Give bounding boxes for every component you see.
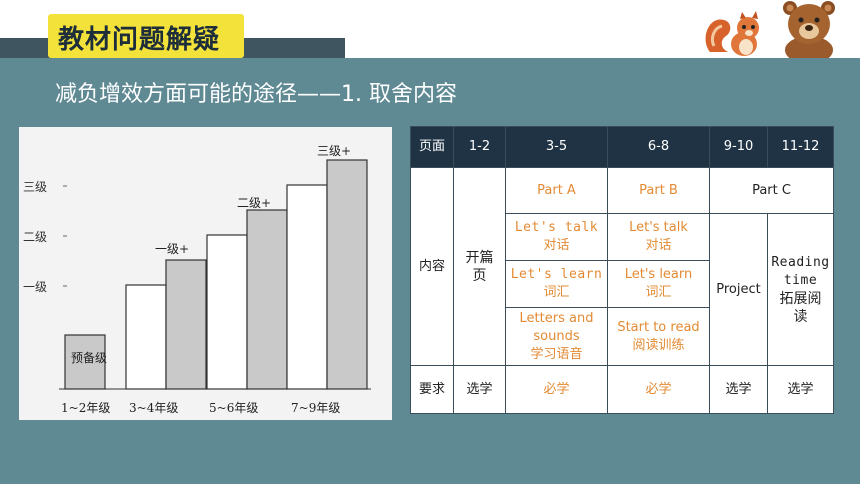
project-cell: Project: [709, 213, 768, 366]
x-category-label: 7~9年级: [291, 401, 340, 415]
row-label-requirement: 要求: [410, 365, 454, 414]
req-3-5: 必学: [505, 365, 608, 414]
header-9-10: 9-10: [709, 126, 768, 168]
table-row-learn: Let's learn 词汇 Let's learn 词汇: [411, 260, 834, 308]
b-talk-en: Let's talk: [629, 220, 688, 235]
level-chart: 三级二级一级预备级 一级+ 二级+ 三级+ 1~2年级 3~4年级 5~6年级 7~9年级: [19, 127, 392, 420]
b-read-en: Start to read: [617, 319, 700, 335]
reading-en: Reading time: [771, 254, 830, 288]
cover-page-text: 开篇页: [465, 249, 494, 284]
bar-level-label: 一级+: [155, 242, 189, 256]
bar-level-label: 预备级: [71, 351, 107, 365]
bar-level-label: 三级+: [317, 144, 351, 158]
a-learn-cell: Let's learn 词汇: [505, 260, 608, 308]
page-subtitle: 减负增效方面可能的途径——1. 取舍内容: [55, 82, 457, 107]
bar-level-label: 二级+: [237, 196, 271, 210]
b-talk-zh: 对话: [645, 238, 672, 253]
level-bar: [326, 159, 368, 390]
part-a-cell: Part A: [505, 167, 608, 214]
table-row-requirement: 要求 选学 必学 必学 选学 选学: [410, 365, 834, 414]
level-bar: [206, 234, 248, 390]
table-header-row: 页面 1-2 3-5 6-8 9-10 11-12: [410, 126, 834, 168]
header-3-5: 3-5: [505, 126, 608, 168]
req-6-8: 必学: [607, 365, 710, 414]
req-1-2: 选学: [453, 365, 506, 414]
header-page: 页面: [410, 126, 454, 168]
y-tick-label: 一级: [23, 280, 47, 294]
header-6-8: 6-8: [607, 126, 710, 168]
title-box: [48, 14, 244, 58]
b-read-cell: Start to read 阅读训练: [607, 307, 710, 366]
table-row-talk: Let's talk 对话 Let's talk 对话 Project Read…: [411, 213, 834, 366]
req-11-12: 选学: [767, 365, 834, 414]
a-sounds-cell: Letters and sounds 学习语音: [505, 307, 608, 366]
a-learn-zh: 词汇: [543, 285, 570, 300]
y-tick-label: 二级: [23, 230, 47, 244]
a-talk-zh: 对话: [543, 238, 570, 253]
a-sounds-en: Letters and sounds: [519, 310, 594, 344]
header-1-2: 1-2: [453, 126, 506, 168]
b-learn-cell: Let's learn 词汇: [607, 260, 710, 308]
b-learn-zh: 词汇: [645, 285, 672, 300]
y-tick-label: 三级: [23, 180, 47, 194]
reading-zh: 拓展阅读: [779, 290, 822, 325]
level-bar: [64, 334, 106, 390]
a-talk-cell: Let's talk 对话: [505, 213, 608, 261]
a-learn-en: Let's learn: [510, 267, 603, 282]
row-label-content: 内容: [410, 167, 454, 366]
part-c-cell: Part C: [709, 167, 834, 214]
cover-page-cell: 开篇页: [453, 167, 506, 366]
a-sounds-zh: 学习语音: [530, 346, 583, 362]
b-read-zh: 阅读训练: [632, 337, 685, 353]
page-title: 教材问题解疑: [58, 25, 221, 55]
reading-cell: Reading time 拓展阅读: [767, 213, 834, 366]
course-table: 页面 1-2 3-5 6-8 9-10 11-12 内容 开篇页 Part A …: [410, 126, 834, 414]
req-9-10: 选学: [709, 365, 768, 414]
x-category-label: 1~2年级: [61, 401, 110, 415]
table-row-parts: 内容 开篇页 Part A Part B Part C: [410, 167, 834, 366]
x-category-label: 5~6年级: [209, 401, 258, 415]
part-b-cell: Part B: [607, 167, 710, 214]
level-bar: [125, 284, 167, 390]
level-bar: [246, 209, 288, 390]
squirrel-icon: [705, 11, 759, 56]
x-category-label: 3~4年级: [129, 401, 178, 415]
bear-icon: [783, 1, 835, 58]
header-11-12: 11-12: [767, 126, 834, 168]
level-bar: [165, 259, 207, 390]
b-learn-en: Let's learn: [624, 267, 693, 282]
table-row-read: Letters and sounds 学习语音 Start to read 阅读…: [411, 307, 834, 366]
b-talk-cell: Let's talk 对话: [607, 213, 710, 261]
level-bar: [286, 184, 328, 390]
a-talk-en: Let's talk: [514, 220, 599, 235]
